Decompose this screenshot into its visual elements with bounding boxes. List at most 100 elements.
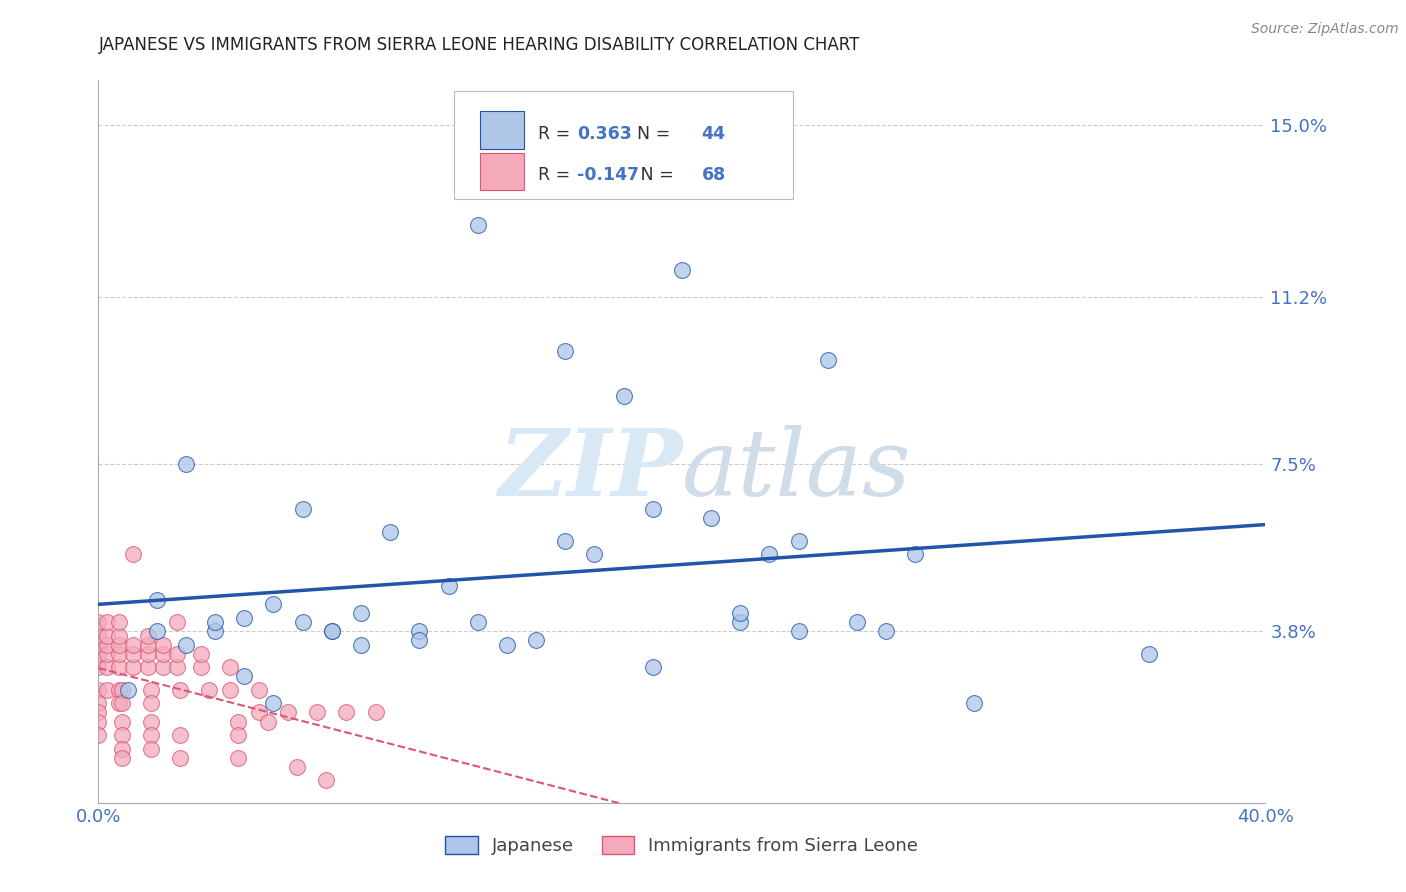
Point bbox=[730, 615, 752, 630]
Point bbox=[962, 697, 984, 711]
Text: 44: 44 bbox=[702, 125, 725, 143]
Point bbox=[262, 697, 284, 711]
Point bbox=[364, 706, 387, 720]
Point bbox=[111, 728, 134, 742]
Point bbox=[111, 682, 134, 697]
Legend: Japanese, Immigrants from Sierra Leone: Japanese, Immigrants from Sierra Leone bbox=[439, 829, 925, 863]
Point bbox=[190, 647, 212, 661]
Point bbox=[256, 714, 278, 729]
Point bbox=[96, 615, 118, 630]
Text: N =: N = bbox=[636, 167, 679, 185]
Point bbox=[139, 741, 162, 756]
Point bbox=[152, 638, 174, 652]
Point bbox=[152, 647, 174, 661]
Text: 0.363: 0.363 bbox=[576, 125, 631, 143]
Point bbox=[817, 353, 839, 368]
Point bbox=[583, 548, 606, 562]
Point bbox=[117, 682, 139, 697]
Point bbox=[166, 647, 188, 661]
Point bbox=[87, 728, 110, 742]
Point bbox=[122, 647, 145, 661]
Point bbox=[96, 629, 118, 643]
Point bbox=[139, 697, 162, 711]
Point bbox=[96, 638, 118, 652]
Point bbox=[169, 682, 191, 697]
Point bbox=[122, 548, 145, 562]
Point bbox=[136, 647, 159, 661]
Point bbox=[146, 592, 169, 607]
Point bbox=[108, 682, 131, 697]
Point bbox=[108, 615, 131, 630]
Point bbox=[152, 660, 174, 674]
Point bbox=[350, 606, 373, 620]
Point bbox=[136, 629, 159, 643]
Point bbox=[108, 638, 131, 652]
Point bbox=[108, 697, 131, 711]
Point bbox=[139, 728, 162, 742]
Point bbox=[190, 660, 212, 674]
Point bbox=[247, 682, 270, 697]
Point bbox=[169, 750, 191, 764]
Point bbox=[247, 706, 270, 720]
Point bbox=[204, 624, 226, 639]
Point bbox=[111, 697, 134, 711]
Point bbox=[136, 638, 159, 652]
Point bbox=[408, 624, 430, 639]
Point bbox=[315, 773, 337, 788]
Text: R =: R = bbox=[538, 125, 576, 143]
Point bbox=[87, 714, 110, 729]
Point bbox=[321, 624, 343, 639]
Point bbox=[380, 524, 402, 539]
Point bbox=[169, 728, 191, 742]
Point bbox=[108, 629, 131, 643]
Point bbox=[228, 728, 250, 742]
Point bbox=[335, 706, 357, 720]
Point bbox=[166, 660, 188, 674]
FancyBboxPatch shape bbox=[454, 91, 793, 200]
Point bbox=[291, 502, 314, 516]
Point bbox=[321, 624, 343, 639]
Point bbox=[787, 533, 810, 548]
Point bbox=[554, 344, 576, 359]
FancyBboxPatch shape bbox=[479, 153, 524, 190]
Point bbox=[350, 638, 373, 652]
Point bbox=[228, 750, 250, 764]
Point bbox=[111, 714, 134, 729]
Point bbox=[218, 682, 240, 697]
Text: JAPANESE VS IMMIGRANTS FROM SIERRA LEONE HEARING DISABILITY CORRELATION CHART: JAPANESE VS IMMIGRANTS FROM SIERRA LEONE… bbox=[98, 36, 860, 54]
Point bbox=[758, 548, 780, 562]
Point bbox=[87, 629, 110, 643]
Point bbox=[174, 457, 197, 471]
Point bbox=[96, 660, 118, 674]
Point bbox=[554, 533, 576, 548]
Point bbox=[307, 706, 329, 720]
Point bbox=[111, 750, 134, 764]
Point bbox=[524, 633, 547, 648]
Point bbox=[437, 579, 460, 593]
Point bbox=[233, 669, 256, 683]
Point bbox=[139, 682, 162, 697]
Point bbox=[262, 597, 284, 611]
Point bbox=[108, 647, 131, 661]
Point bbox=[285, 760, 308, 774]
Point bbox=[166, 615, 188, 630]
Point bbox=[218, 660, 240, 674]
Point bbox=[846, 615, 869, 630]
Point bbox=[875, 624, 897, 639]
Point bbox=[496, 638, 519, 652]
FancyBboxPatch shape bbox=[479, 112, 524, 149]
Text: ZIP: ZIP bbox=[498, 425, 682, 516]
Point bbox=[111, 741, 134, 756]
Point bbox=[1137, 647, 1160, 661]
Point bbox=[174, 638, 197, 652]
Text: 68: 68 bbox=[702, 167, 725, 185]
Point bbox=[136, 660, 159, 674]
Point bbox=[671, 263, 693, 277]
Point bbox=[87, 615, 110, 630]
Text: atlas: atlas bbox=[682, 425, 911, 516]
Point bbox=[87, 682, 110, 697]
Point bbox=[700, 511, 723, 525]
Point bbox=[787, 624, 810, 639]
Point bbox=[467, 218, 489, 232]
Point bbox=[96, 647, 118, 661]
